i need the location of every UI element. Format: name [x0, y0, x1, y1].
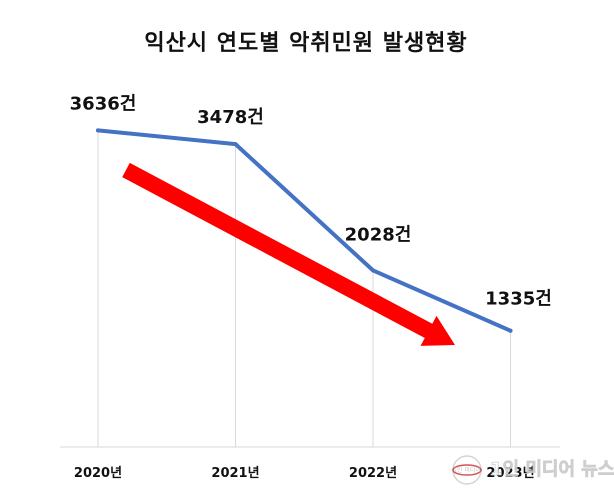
watermark-logo: 1인 미디어 1인 미디어 뉴스 — [452, 455, 614, 485]
x-axis-ticks: 2020년 2021년 2022년 2023년 — [74, 466, 535, 481]
data-label-1: 3478건 — [197, 107, 264, 128]
data-label-3: 1335건 — [485, 289, 552, 310]
data-point-0 — [96, 128, 100, 133]
watermark-logo-text: 1인 미디어 — [453, 466, 481, 474]
watermark-brand: 1인 미디어 뉴스 — [490, 459, 614, 480]
x-tick-label-2: 2022년 — [349, 466, 397, 481]
chart-title: 익산시 연도별 악취민원 발생현황 — [144, 31, 467, 56]
series-line — [96, 128, 513, 333]
x-tick-label-1: 2021년 — [211, 466, 259, 481]
x-tick-label-3: 2023년 — [486, 466, 534, 481]
trend-arrow-layer — [122, 162, 455, 346]
series-layer — [96, 128, 513, 333]
data-point-1 — [233, 142, 238, 147]
data-label-layer: 3636건 3478건 2028건 1335건 — [70, 93, 552, 309]
x-tick-label-0: 2020년 — [74, 466, 122, 481]
globe-logo-ring — [452, 464, 482, 476]
data-point-2 — [371, 268, 375, 273]
data-point-3 — [508, 328, 513, 333]
trend-arrow-icon — [122, 162, 455, 346]
data-label-0: 3636건 — [70, 93, 137, 114]
data-label-2: 2028건 — [345, 224, 412, 245]
